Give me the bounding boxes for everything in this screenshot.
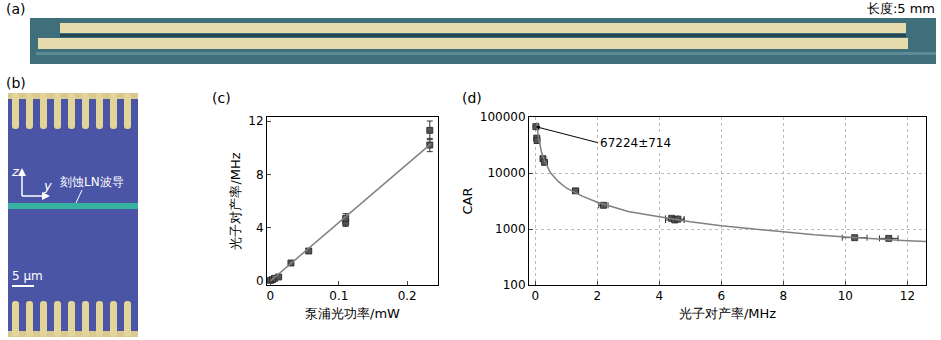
- svg-text:8: 8: [780, 289, 788, 303]
- svg-text:0: 0: [267, 289, 275, 303]
- svg-text:4: 4: [256, 221, 264, 235]
- svg-text:长度:5 mm: 长度:5 mm: [867, 1, 935, 16]
- svg-text:12: 12: [900, 289, 915, 303]
- svg-text:67224±714: 67224±714: [600, 136, 671, 150]
- svg-text:100: 100: [503, 278, 526, 292]
- svg-text:1000: 1000: [495, 222, 526, 236]
- svg-text:光子对产率/MHz: 光子对产率/MHz: [228, 152, 243, 249]
- svg-text:0.1: 0.1: [329, 289, 348, 303]
- svg-text:y: y: [43, 178, 52, 193]
- svg-text:0.2: 0.2: [398, 289, 417, 303]
- svg-text:(d): (d): [462, 90, 482, 106]
- svg-text:4: 4: [655, 289, 663, 303]
- svg-text:0: 0: [531, 289, 539, 303]
- svg-text:0: 0: [256, 274, 264, 288]
- svg-text:刻蚀LN波导: 刻蚀LN波导: [60, 175, 124, 189]
- svg-text:(c): (c): [212, 90, 231, 106]
- svg-text:5 μm: 5 μm: [12, 269, 43, 283]
- svg-text:(a): (a): [6, 1, 26, 17]
- svg-text:100000: 100000: [480, 110, 526, 124]
- svg-text:光子对产率/MHz: 光子对产率/MHz: [679, 306, 776, 321]
- svg-text:2: 2: [593, 289, 601, 303]
- svg-text:12: 12: [248, 114, 263, 128]
- svg-text:CAR: CAR: [460, 187, 475, 214]
- svg-text:10000: 10000: [487, 166, 525, 180]
- svg-text:10: 10: [838, 289, 853, 303]
- svg-text:z: z: [11, 164, 20, 179]
- svg-text:6: 6: [717, 289, 725, 303]
- svg-text:(b): (b): [6, 75, 26, 91]
- svg-text:泵浦光功率/mW: 泵浦光功率/mW: [305, 306, 400, 321]
- svg-text:8: 8: [256, 168, 264, 182]
